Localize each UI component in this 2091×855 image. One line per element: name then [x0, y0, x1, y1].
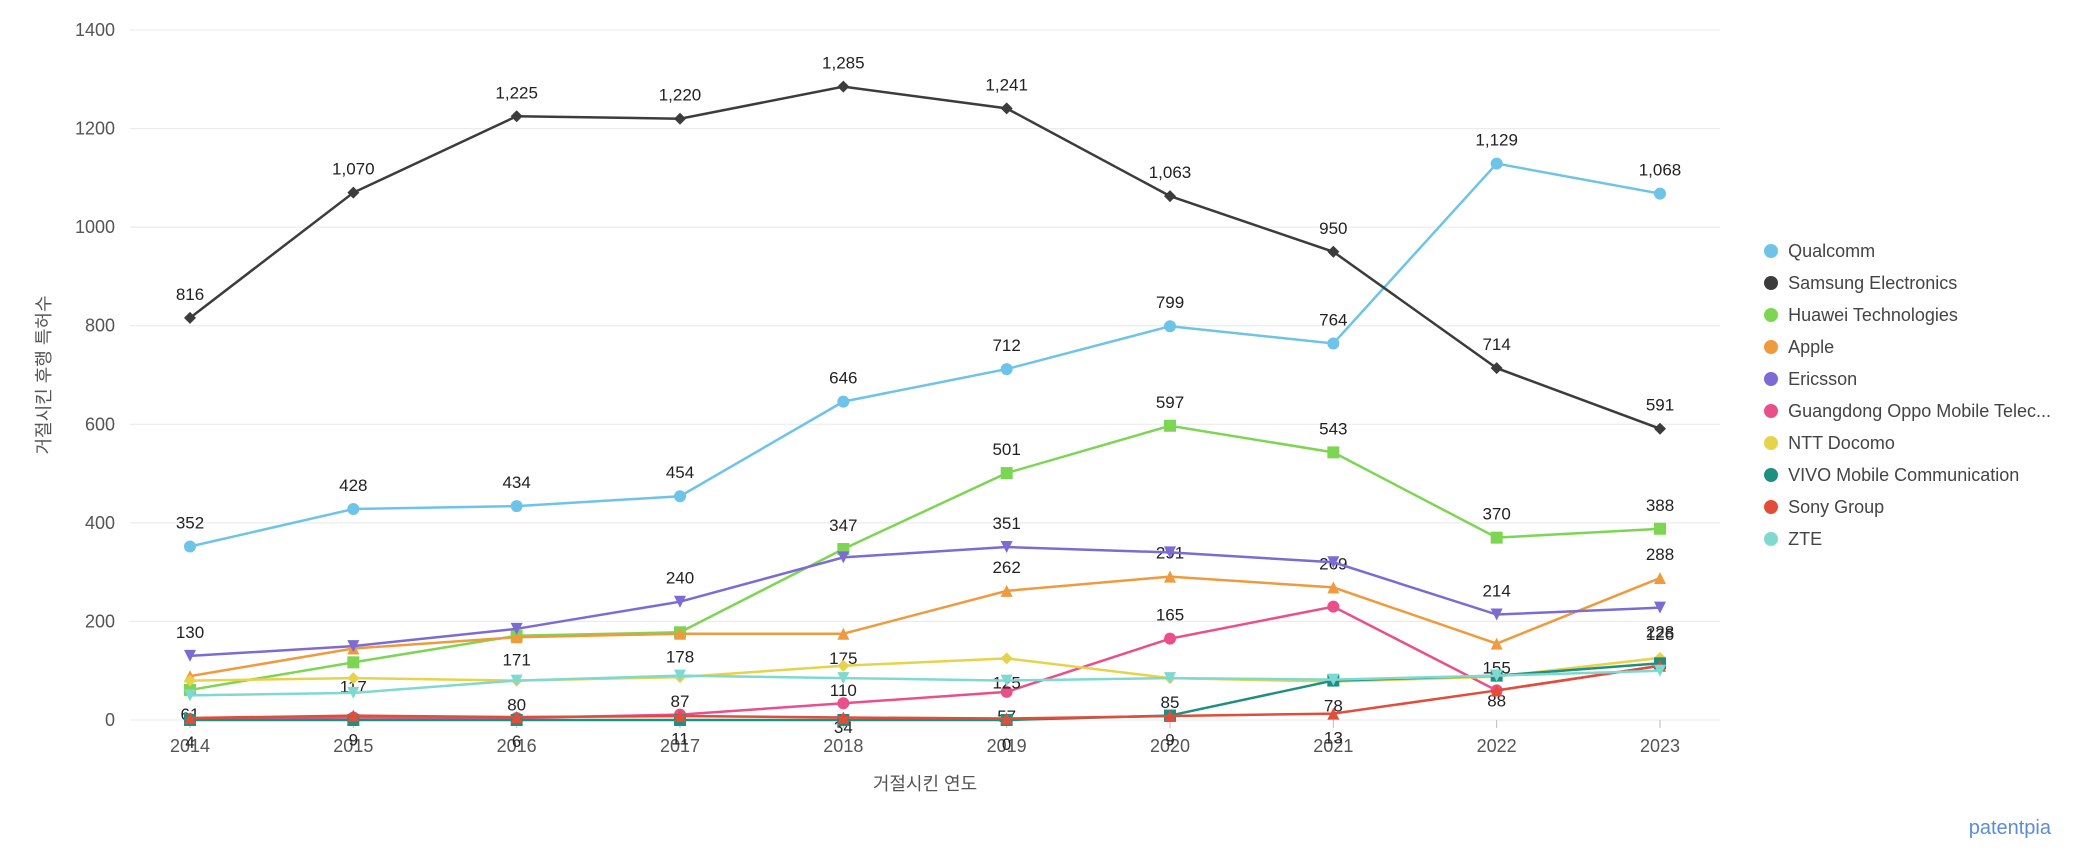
- legend-label: NTT Docomo: [1788, 433, 1895, 454]
- svg-text:799: 799: [1156, 293, 1184, 312]
- svg-text:1400: 1400: [75, 20, 115, 40]
- legend-label: VIVO Mobile Communication: [1788, 465, 2019, 486]
- legend-swatch: [1764, 500, 1778, 514]
- legend-item[interactable]: Qualcomm: [1764, 235, 2051, 267]
- svg-text:816: 816: [176, 285, 204, 304]
- svg-text:9: 9: [1165, 731, 1174, 750]
- svg-text:1,225: 1,225: [495, 83, 538, 102]
- svg-text:6: 6: [512, 732, 521, 751]
- svg-text:1200: 1200: [75, 119, 115, 139]
- legend-label: Apple: [1788, 337, 1834, 358]
- legend-swatch: [1764, 436, 1778, 450]
- svg-text:4: 4: [185, 733, 194, 752]
- watermark: patentpia: [1969, 817, 2051, 840]
- legend-swatch: [1764, 532, 1778, 546]
- svg-text:434: 434: [502, 473, 530, 492]
- svg-text:428: 428: [339, 476, 367, 495]
- svg-text:600: 600: [85, 414, 115, 434]
- svg-text:454: 454: [666, 463, 694, 482]
- svg-text:288: 288: [1646, 545, 1674, 564]
- svg-text:214: 214: [1482, 582, 1510, 601]
- svg-text:646: 646: [829, 369, 857, 388]
- svg-text:764: 764: [1319, 310, 1347, 329]
- svg-text:1,285: 1,285: [822, 54, 865, 73]
- svg-text:714: 714: [1482, 335, 1510, 354]
- svg-text:597: 597: [1156, 393, 1184, 412]
- legend-label: Qualcomm: [1788, 241, 1875, 262]
- svg-text:85: 85: [1161, 693, 1180, 712]
- svg-text:1,063: 1,063: [1149, 163, 1192, 182]
- legend-item[interactable]: Guangdong Oppo Mobile Telec...: [1764, 395, 2051, 427]
- svg-text:2023: 2023: [1640, 736, 1680, 756]
- svg-text:171: 171: [502, 651, 530, 670]
- svg-text:0: 0: [105, 710, 115, 730]
- legend-item[interactable]: Huawei Technologies: [1764, 299, 2051, 331]
- legend-swatch: [1764, 468, 1778, 482]
- svg-text:130: 130: [176, 623, 204, 642]
- svg-text:388: 388: [1646, 496, 1674, 515]
- legend-item[interactable]: Samsung Electronics: [1764, 267, 2051, 299]
- svg-text:712: 712: [992, 336, 1020, 355]
- legend-swatch: [1764, 308, 1778, 322]
- svg-text:200: 200: [85, 611, 115, 631]
- svg-text:351: 351: [992, 514, 1020, 533]
- svg-text:165: 165: [1156, 606, 1184, 625]
- legend-swatch: [1764, 340, 1778, 354]
- svg-text:13: 13: [1324, 729, 1343, 748]
- svg-text:950: 950: [1319, 219, 1347, 238]
- svg-text:400: 400: [85, 513, 115, 533]
- svg-text:126: 126: [1646, 625, 1674, 644]
- svg-text:352: 352: [176, 514, 204, 533]
- svg-text:240: 240: [666, 569, 694, 588]
- legend-label: Ericsson: [1788, 369, 1857, 390]
- legend-item[interactable]: Apple: [1764, 331, 2051, 363]
- svg-text:거절시킨 연도: 거절시킨 연도: [873, 774, 977, 794]
- legend-item[interactable]: NTT Docomo: [1764, 427, 2051, 459]
- legend-swatch: [1764, 372, 1778, 386]
- svg-text:1,129: 1,129: [1475, 131, 1518, 150]
- svg-text:501: 501: [992, 440, 1020, 459]
- legend-label: ZTE: [1788, 529, 1822, 550]
- svg-text:370: 370: [1482, 505, 1510, 524]
- svg-text:1,241: 1,241: [985, 75, 1028, 94]
- svg-text:11: 11: [671, 730, 689, 749]
- legend-label: Sony Group: [1788, 497, 1884, 518]
- svg-text:0: 0: [1002, 735, 1011, 754]
- svg-text:347: 347: [829, 516, 857, 535]
- legend-item[interactable]: ZTE: [1764, 523, 2051, 555]
- svg-text:2018: 2018: [823, 736, 863, 756]
- svg-text:591: 591: [1646, 396, 1674, 415]
- svg-text:87: 87: [671, 692, 690, 711]
- svg-text:1,070: 1,070: [332, 160, 375, 179]
- svg-text:1,220: 1,220: [659, 86, 702, 105]
- svg-text:543: 543: [1319, 419, 1347, 438]
- legend-item[interactable]: Sony Group: [1764, 491, 2051, 523]
- svg-text:1,068: 1,068: [1639, 161, 1682, 180]
- svg-text:1000: 1000: [75, 217, 115, 237]
- svg-text:800: 800: [85, 316, 115, 336]
- legend-swatch: [1764, 244, 1778, 258]
- legend-item[interactable]: Ericsson: [1764, 363, 2051, 395]
- legend-item[interactable]: VIVO Mobile Communication: [1764, 459, 2051, 491]
- svg-text:9: 9: [349, 731, 358, 750]
- svg-text:262: 262: [992, 558, 1020, 577]
- svg-text:거절시킨 후행 특허수: 거절시킨 후행 특허수: [34, 295, 54, 454]
- legend-swatch: [1764, 276, 1778, 290]
- legend-label: Guangdong Oppo Mobile Telec...: [1788, 401, 2051, 422]
- legend-label: Samsung Electronics: [1788, 273, 1957, 294]
- svg-text:2022: 2022: [1477, 736, 1517, 756]
- svg-text:178: 178: [666, 647, 694, 666]
- chart-legend: Qualcomm Samsung Electronics Huawei Techno…: [1764, 235, 2051, 555]
- legend-label: Huawei Technologies: [1788, 305, 1958, 326]
- legend-swatch: [1764, 404, 1778, 418]
